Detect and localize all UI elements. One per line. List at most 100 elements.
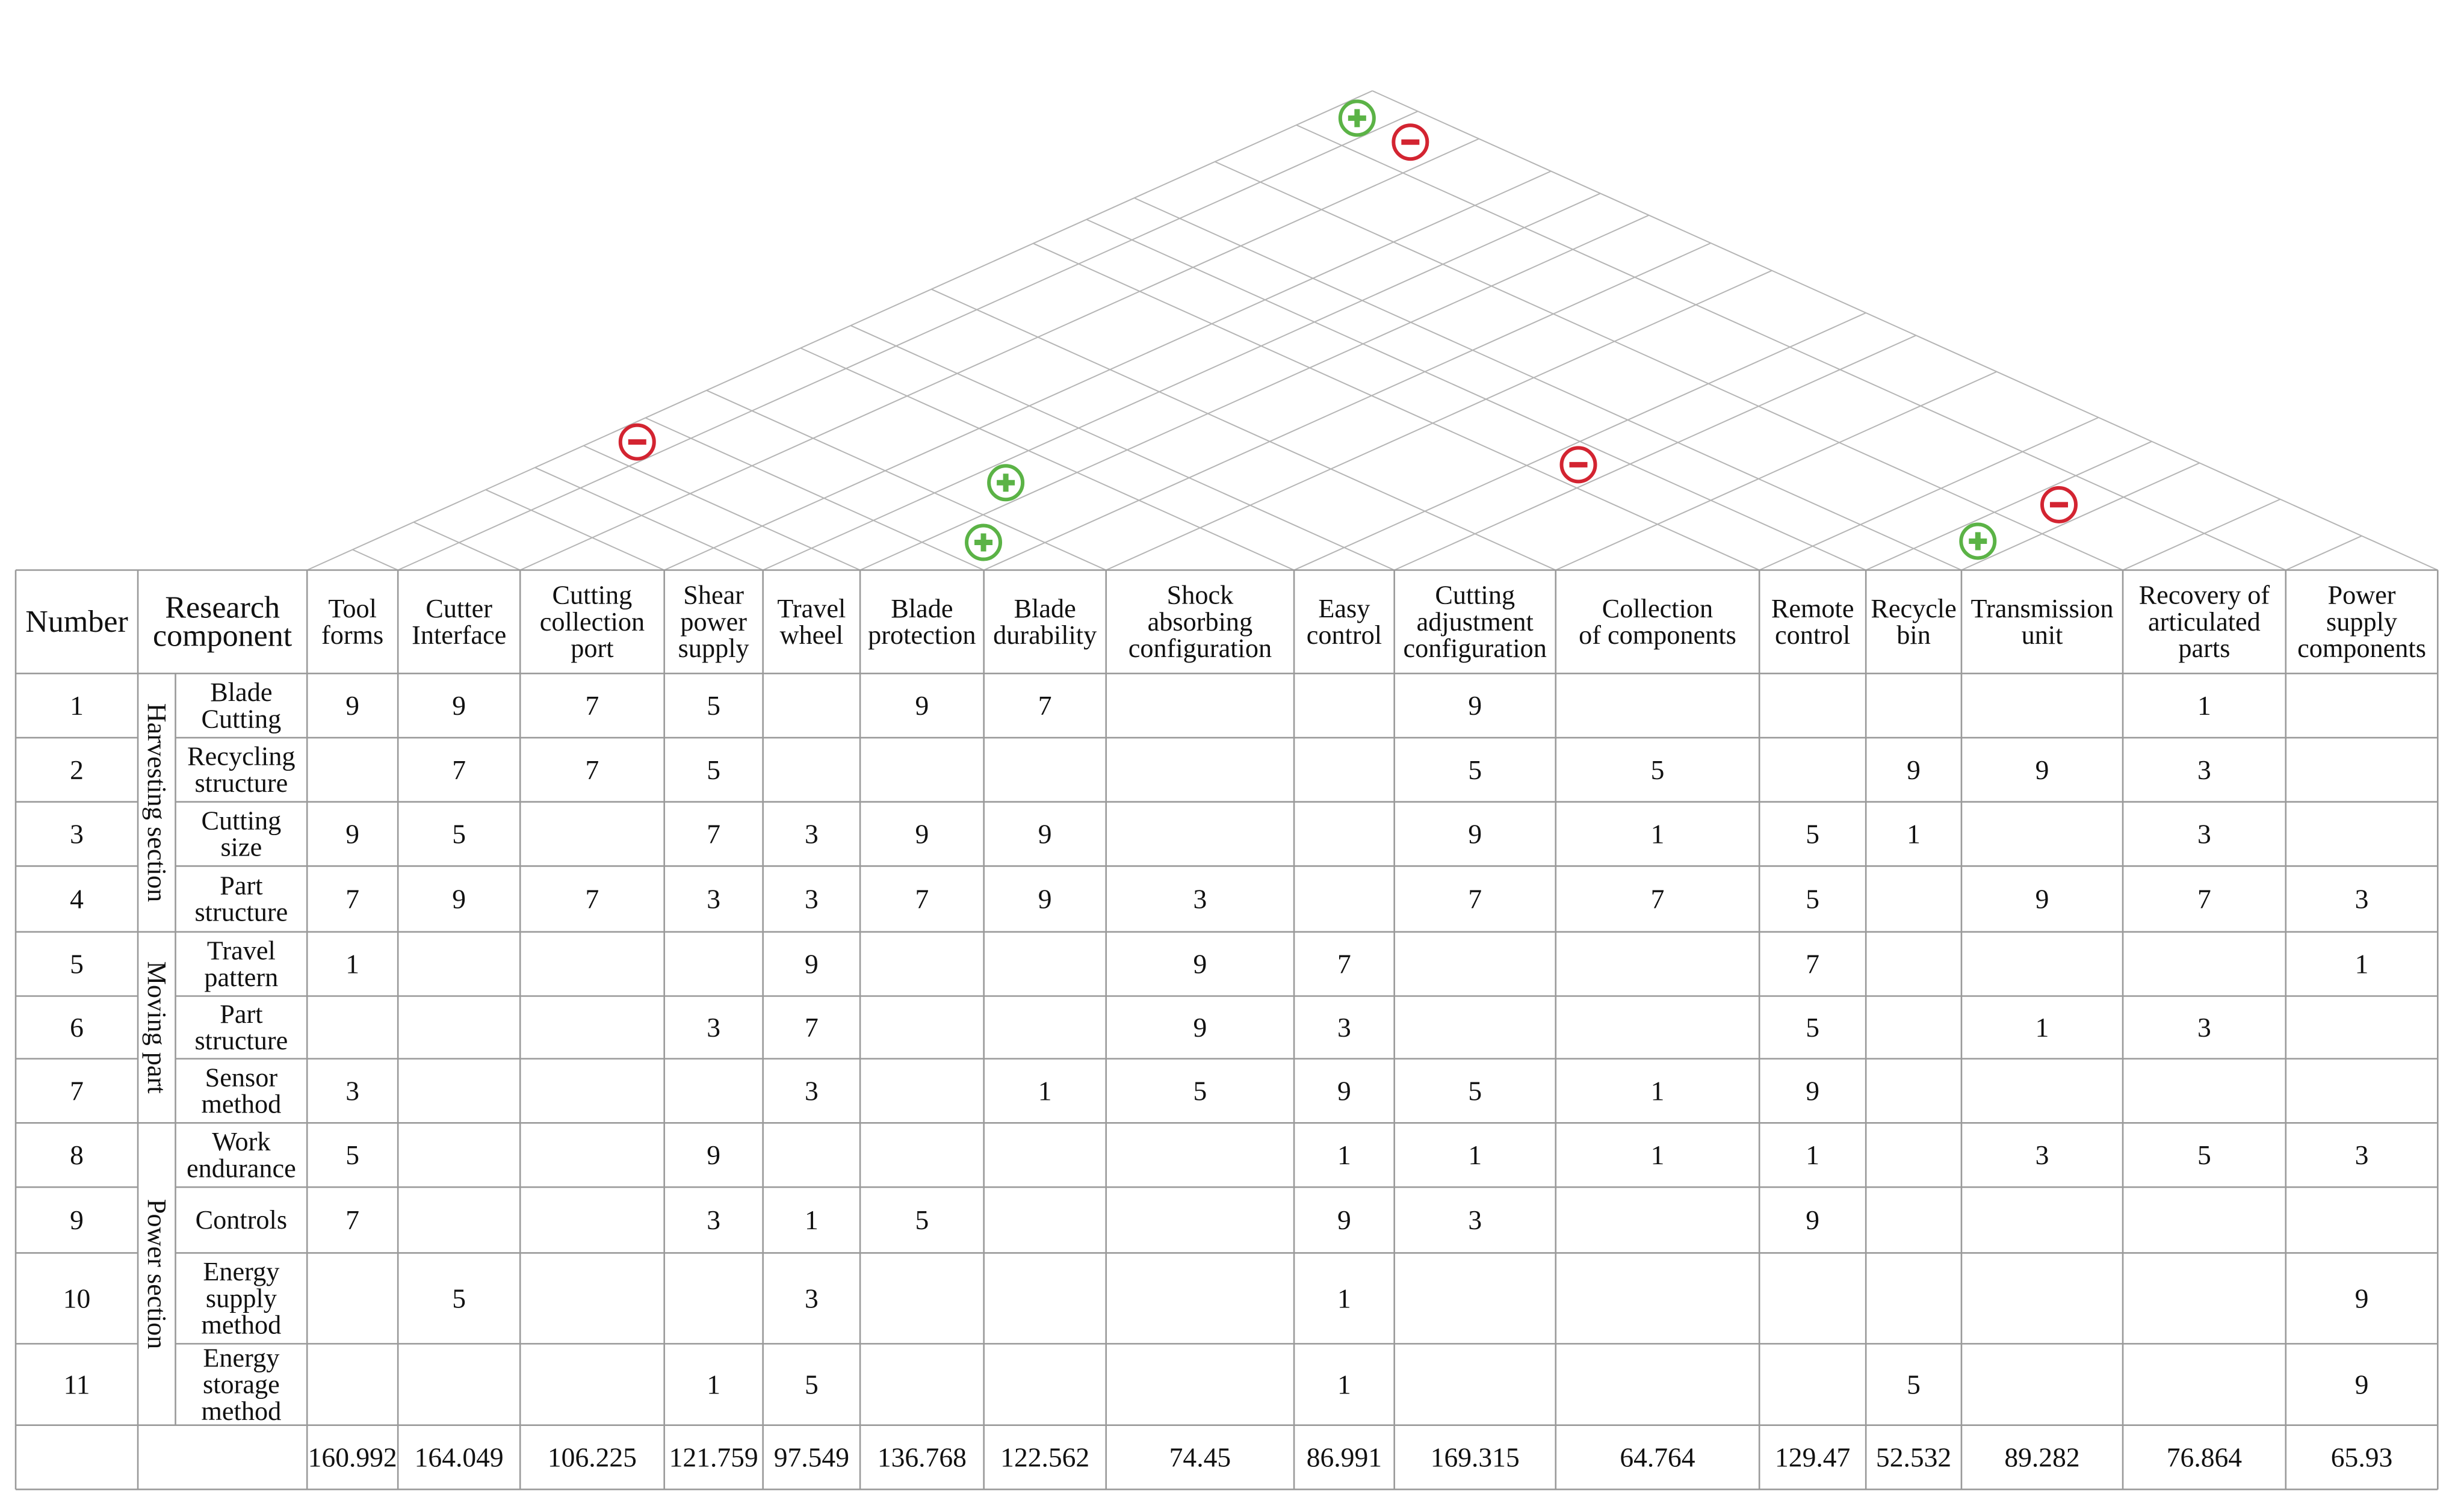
- relationship-value: 5: [1468, 1075, 1482, 1106]
- feature-header: supply: [2326, 607, 2397, 637]
- research-component-label: Blade: [210, 677, 272, 707]
- row-number: 10: [63, 1283, 91, 1313]
- research-component-label: Cutting: [201, 704, 281, 733]
- feature-header: control: [1307, 620, 1382, 650]
- row-number: 1: [70, 690, 84, 721]
- relationship-value: 7: [1651, 884, 1665, 915]
- relationship-value: 9: [452, 884, 466, 915]
- relationship-value: 9: [1337, 1205, 1351, 1235]
- relationship-value: 9: [915, 819, 929, 850]
- relationship-value: 9: [345, 690, 359, 721]
- relationship-value: 9: [2036, 754, 2049, 785]
- relationship-value: 7: [1468, 884, 1482, 915]
- feature-header: bin: [1896, 620, 1931, 650]
- row-number: 3: [70, 819, 84, 850]
- importance-total: 74.45: [1169, 1442, 1231, 1473]
- negative-correlation-icon: [1392, 123, 1429, 161]
- importance-total: 76.864: [2167, 1442, 2242, 1473]
- relationship-value: 1: [2197, 690, 2211, 721]
- feature-header: of components: [1579, 620, 1736, 650]
- relationship-value: 7: [586, 884, 599, 915]
- roof-grid-line: [1372, 90, 2438, 571]
- relationship-value: 5: [707, 754, 720, 785]
- relationship-value: 3: [2036, 1140, 2049, 1170]
- relationship-value: 5: [345, 1140, 359, 1170]
- research-component-label: structure: [194, 898, 288, 927]
- research-component-label: Work: [212, 1127, 271, 1156]
- section-group-label: Moving part: [142, 961, 172, 1094]
- roof-grid-line: [850, 325, 1395, 571]
- relationship-value: 3: [2197, 754, 2211, 785]
- roof-grid-line: [2122, 498, 2281, 571]
- feature-header: Shear: [683, 581, 744, 610]
- relationship-value: 7: [345, 1205, 359, 1235]
- relationship-value: 3: [345, 1075, 359, 1106]
- relationship-value: 7: [2197, 884, 2211, 915]
- research-component-label: Part: [220, 871, 263, 900]
- roof-grid-line: [1215, 161, 2123, 571]
- feature-header: Cutting: [553, 581, 633, 610]
- relationship-value: 5: [1193, 1075, 1207, 1106]
- relationship-value: 9: [1038, 819, 1052, 850]
- row-number: 6: [70, 1012, 84, 1043]
- feature-header: configuration: [1128, 634, 1272, 663]
- roof-grid-line: [1394, 335, 1916, 571]
- roof-grid-line: [1106, 270, 1772, 571]
- relationship-value: 3: [1468, 1205, 1482, 1235]
- roof-grid-line: [534, 467, 764, 571]
- relationship-value: 1: [1337, 1283, 1351, 1313]
- research-component-label: Energy: [203, 1257, 279, 1286]
- roof-grid-line: [583, 445, 861, 571]
- roof-grid-line: [1033, 242, 1760, 571]
- relationship-value: 5: [452, 819, 466, 850]
- relationship-value: 5: [707, 690, 720, 721]
- importance-total: 97.549: [774, 1442, 849, 1473]
- research-component-header: Research: [165, 590, 280, 625]
- negative-correlation-icon: [618, 423, 656, 461]
- relationship-value: 7: [915, 884, 929, 915]
- research-component-label: Energy: [203, 1343, 279, 1372]
- relationship-value: 1: [707, 1369, 720, 1400]
- relationship-value: 1: [1907, 819, 1921, 850]
- relationship-value: 9: [1193, 949, 1207, 980]
- row-number: 11: [64, 1369, 90, 1400]
- negative-correlation-icon: [2040, 486, 2078, 523]
- relationship-value: 9: [1468, 819, 1482, 850]
- importance-total: 129.47: [1775, 1442, 1850, 1473]
- relationship-value: 5: [1907, 1369, 1921, 1400]
- relationship-value: 7: [345, 884, 359, 915]
- feature-header: Shock: [1167, 581, 1234, 610]
- roof-grid-line: [1961, 462, 2200, 571]
- relationship-value: 9: [805, 949, 819, 980]
- feature-header: Recycle: [1871, 594, 1957, 623]
- roof-grid-line: [2285, 535, 2362, 571]
- row-number: 4: [70, 884, 84, 915]
- relationship-value: 3: [805, 884, 819, 915]
- feature-header: power: [680, 607, 747, 637]
- feature-header: port: [571, 634, 614, 663]
- positive-correlation-icon: [1338, 99, 1376, 137]
- research-component-label: method: [201, 1396, 281, 1426]
- relationship-value: 9: [345, 819, 359, 850]
- feature-header: Cutting: [1435, 581, 1515, 610]
- relationship-value: 3: [707, 884, 720, 915]
- feature-header: Remote: [1771, 594, 1854, 623]
- feature-header: Tool: [328, 594, 376, 623]
- importance-total: 52.532: [1876, 1442, 1951, 1473]
- relationship-value: 3: [2355, 884, 2369, 915]
- relationship-value: 9: [1038, 884, 1052, 915]
- relationship-value: 3: [707, 1205, 720, 1235]
- roof-grid-line: [763, 193, 1601, 571]
- relationship-value: 5: [1806, 1012, 1819, 1043]
- relationship-value: 9: [452, 690, 466, 721]
- relationship-value: 1: [1651, 1140, 1665, 1170]
- feature-header: absorbing: [1148, 607, 1253, 637]
- feature-header: control: [1775, 620, 1850, 650]
- research-component-label: Part: [220, 999, 263, 1029]
- feature-header: collection: [540, 607, 645, 637]
- roof-grid-line: [859, 214, 1650, 571]
- feature-header: Power: [2327, 581, 2395, 610]
- relationship-value: 1: [2355, 949, 2369, 980]
- roof-grid-line: [519, 138, 1479, 571]
